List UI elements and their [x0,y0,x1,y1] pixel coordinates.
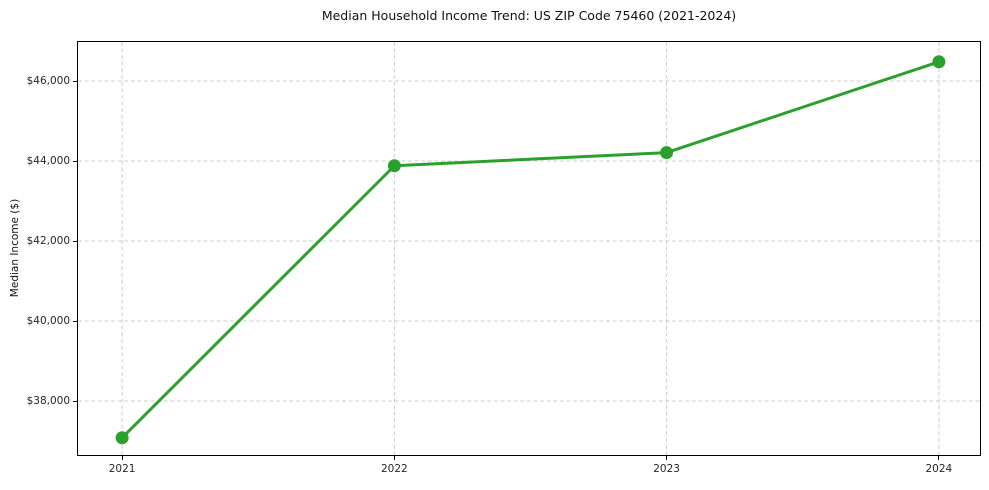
data-point-marker [115,431,129,445]
y-tick-mark [73,320,77,322]
y-tick-mark [73,80,77,82]
y-tick-label: $44,000 [26,155,70,167]
y-axis-label: Median Income ($) [9,198,21,298]
y-tick-mark [73,160,77,162]
y-tick-label: $42,000 [26,235,70,247]
y-tick-label: $38,000 [26,395,70,407]
x-tick-mark [938,456,940,460]
chart-title: Median Household Income Trend: US ZIP Co… [321,8,737,23]
x-tick-mark [666,456,668,460]
y-tick-mark [73,400,77,402]
income-trend-line [120,60,941,440]
y-tick-label: $40,000 [26,315,70,327]
line-plot-svg [78,42,980,455]
x-tick-mark [121,456,123,460]
y-tick-label: $46,000 [26,75,70,87]
data-point-marker [387,159,401,173]
x-tick-label: 2024 [925,463,953,475]
data-point-marker [660,146,674,160]
plot-area [77,41,981,456]
x-tick-mark [393,456,395,460]
x-tick-label: 2022 [380,463,408,475]
x-tick-label: 2021 [108,463,136,475]
x-tick-label: 2023 [653,463,680,475]
data-point-marker [932,55,946,69]
y-tick-mark [73,240,77,242]
